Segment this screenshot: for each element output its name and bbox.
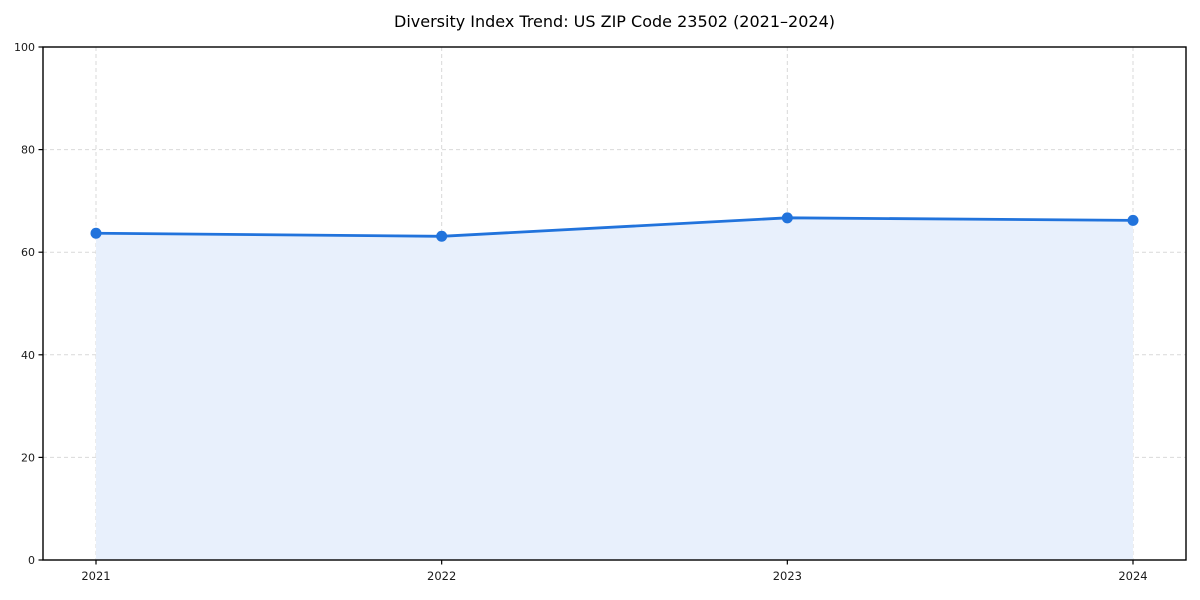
data-point-marker — [781, 212, 793, 224]
y-tick-label: 80 — [21, 144, 35, 157]
area-fill — [96, 217, 1133, 561]
x-tick-label: 2024 — [1118, 569, 1147, 583]
trend-line — [94, 216, 1135, 238]
y-tick-label: 20 — [21, 451, 35, 464]
plot-border — [42, 46, 1187, 561]
x-tick-label: 2022 — [427, 569, 456, 583]
y-tick-label: 0 — [28, 554, 35, 567]
x-tick-label: 2023 — [773, 569, 802, 583]
data-point-marker — [436, 230, 448, 242]
data-point-marker — [1127, 214, 1139, 226]
y-tick-label: 100 — [14, 41, 35, 54]
chart-title: Diversity Index Trend: US ZIP Code 23502… — [394, 12, 835, 31]
y-tick-label: 40 — [21, 349, 35, 362]
x-tick-label: 2021 — [81, 569, 110, 583]
data-point-marker — [90, 227, 102, 239]
y-tick-label: 60 — [21, 246, 35, 259]
